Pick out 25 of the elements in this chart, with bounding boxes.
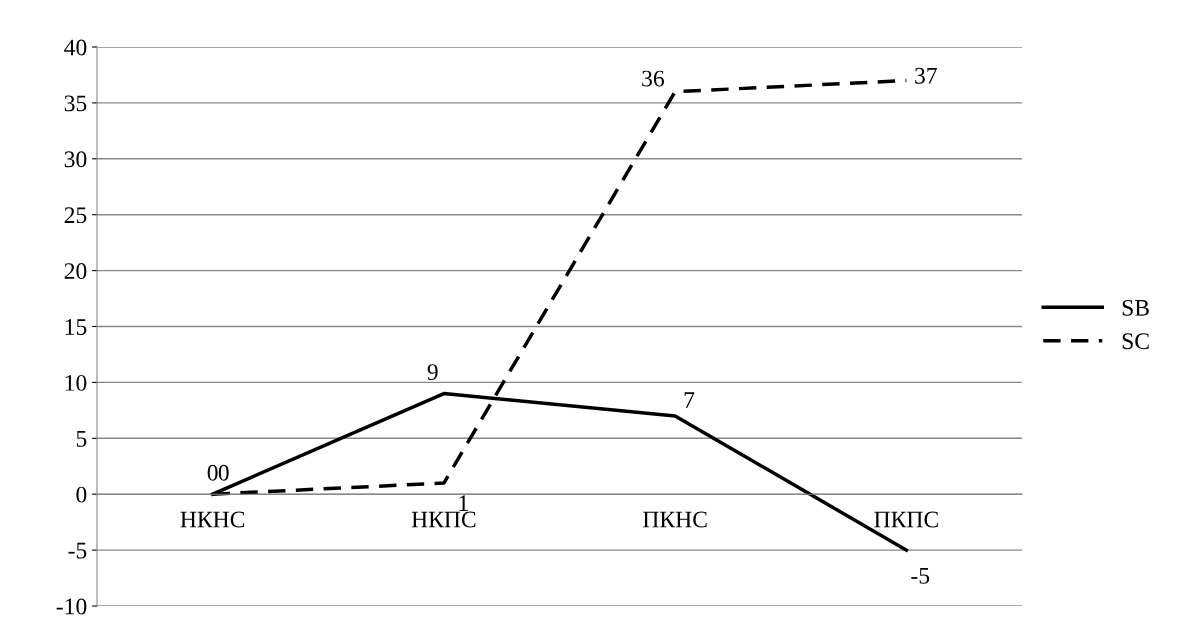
data-label: 37 — [915, 67, 937, 84]
y-tick-label: -5 — [68, 542, 87, 559]
data-label: 0 — [218, 464, 229, 481]
x-tick-label: ПКПС — [874, 511, 938, 528]
legend-label: SB — [1122, 299, 1149, 316]
data-label: 36 — [642, 70, 664, 87]
data-label: 1 — [459, 495, 468, 511]
legend-label: SC — [1122, 333, 1149, 350]
y-tick-label: -10 — [56, 598, 87, 615]
data-label: 7 — [684, 392, 695, 408]
y-tick-label: 40 — [64, 39, 87, 56]
y-tick-label: 35 — [64, 95, 87, 112]
y-tick-label: 5 — [76, 431, 87, 447]
data-label: 0 — [207, 464, 218, 481]
y-tick-label: 15 — [65, 319, 87, 335]
x-tick-label: ПКНС — [643, 511, 707, 528]
y-tick-label: 20 — [64, 263, 87, 280]
y-tick-label: 25 — [64, 207, 87, 224]
y-tick-label: 10 — [65, 374, 87, 391]
y-tick-label: 0 — [76, 486, 87, 503]
x-tick-label: НКПС — [411, 511, 476, 528]
x-tick-label: НКНС — [180, 511, 245, 528]
data-label: 9 — [427, 364, 438, 381]
y-tick-label: 30 — [64, 151, 87, 168]
data-label: -5 — [911, 568, 930, 584]
